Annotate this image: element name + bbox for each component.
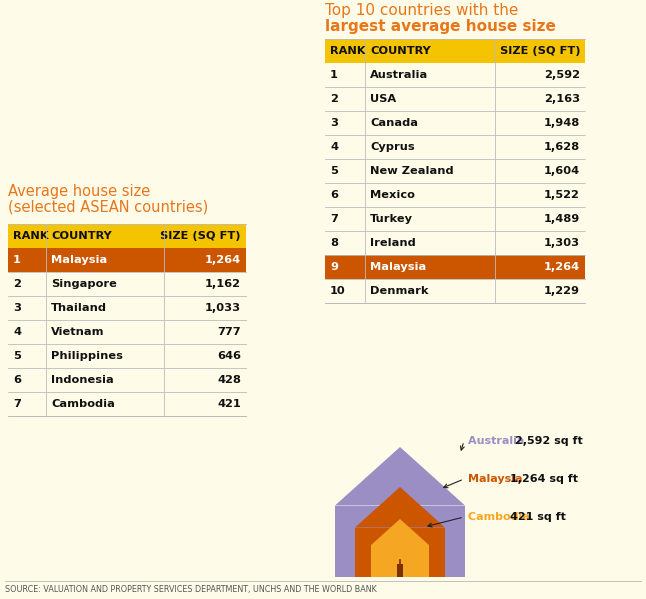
Text: 1,229: 1,229 bbox=[544, 286, 580, 296]
Text: Cambodia: Cambodia bbox=[51, 399, 115, 409]
Bar bbox=[8, 368, 246, 392]
Bar bbox=[335, 506, 465, 577]
Text: 7: 7 bbox=[330, 214, 338, 224]
Bar bbox=[8, 296, 246, 320]
Text: Thailand: Thailand bbox=[51, 303, 107, 313]
Bar bbox=[325, 183, 585, 207]
Text: 1,264: 1,264 bbox=[205, 255, 241, 265]
Text: Cyprus: Cyprus bbox=[370, 142, 415, 152]
Polygon shape bbox=[355, 487, 445, 528]
Bar bbox=[325, 63, 585, 87]
Text: 4: 4 bbox=[330, 142, 338, 152]
Text: 1,303: 1,303 bbox=[544, 238, 580, 248]
Text: 1,489: 1,489 bbox=[544, 214, 580, 224]
Bar bbox=[371, 545, 429, 577]
Bar bbox=[325, 207, 585, 231]
Text: 646: 646 bbox=[217, 351, 241, 361]
Text: Malaysia: Malaysia bbox=[370, 262, 426, 272]
Bar bbox=[8, 344, 246, 368]
Text: Turkey: Turkey bbox=[370, 214, 413, 224]
Text: 1,628: 1,628 bbox=[544, 142, 580, 152]
Text: COUNTRY: COUNTRY bbox=[370, 46, 431, 56]
Text: 1,033: 1,033 bbox=[205, 303, 241, 313]
Text: 421: 421 bbox=[217, 399, 241, 409]
Text: Australia: Australia bbox=[370, 70, 428, 80]
Text: 5: 5 bbox=[13, 351, 21, 361]
Bar bbox=[355, 528, 445, 577]
Text: 5: 5 bbox=[330, 166, 338, 176]
Bar bbox=[397, 564, 404, 577]
Text: 1,264 sq ft: 1,264 sq ft bbox=[510, 474, 578, 484]
Text: 10: 10 bbox=[330, 286, 346, 296]
Bar bbox=[325, 255, 585, 279]
Text: 777: 777 bbox=[217, 327, 241, 337]
Text: 1,162: 1,162 bbox=[205, 279, 241, 289]
Bar bbox=[325, 87, 585, 111]
Text: 9: 9 bbox=[330, 262, 338, 272]
Text: 2,592: 2,592 bbox=[544, 70, 580, 80]
Bar bbox=[8, 224, 246, 248]
Text: 1,604: 1,604 bbox=[544, 166, 580, 176]
Bar bbox=[8, 272, 246, 296]
Text: largest average house size: largest average house size bbox=[325, 19, 556, 34]
Text: Philippines: Philippines bbox=[51, 351, 123, 361]
Bar bbox=[325, 279, 585, 303]
Text: 2,592 sq ft: 2,592 sq ft bbox=[515, 436, 583, 446]
Text: COUNTRY: COUNTRY bbox=[51, 231, 112, 241]
Text: Australia: Australia bbox=[468, 436, 528, 446]
Polygon shape bbox=[371, 519, 429, 545]
Text: New Zealand: New Zealand bbox=[370, 166, 453, 176]
Text: USA: USA bbox=[370, 94, 396, 104]
Text: Indonesia: Indonesia bbox=[51, 375, 114, 385]
Text: 1: 1 bbox=[330, 70, 338, 80]
Text: Vietnam: Vietnam bbox=[51, 327, 105, 337]
Text: Cambodia: Cambodia bbox=[468, 512, 534, 522]
Text: 7: 7 bbox=[13, 399, 21, 409]
Text: 2,163: 2,163 bbox=[544, 94, 580, 104]
Text: Average house size: Average house size bbox=[8, 184, 151, 199]
Text: 1,264: 1,264 bbox=[544, 262, 580, 272]
Text: Mexico: Mexico bbox=[370, 190, 415, 200]
Bar bbox=[8, 248, 246, 272]
Text: Ireland: Ireland bbox=[370, 238, 416, 248]
Bar bbox=[325, 111, 585, 135]
Bar bbox=[8, 392, 246, 416]
Bar bbox=[325, 39, 585, 63]
Text: 6: 6 bbox=[330, 190, 338, 200]
Text: 428: 428 bbox=[217, 375, 241, 385]
Text: RANK: RANK bbox=[330, 46, 366, 56]
Text: SIZE (SQ FT): SIZE (SQ FT) bbox=[499, 46, 580, 56]
Text: 3: 3 bbox=[13, 303, 21, 313]
Text: Canada: Canada bbox=[370, 118, 418, 128]
Text: Singapore: Singapore bbox=[51, 279, 117, 289]
Text: 1,522: 1,522 bbox=[544, 190, 580, 200]
Text: 2: 2 bbox=[330, 94, 338, 104]
Text: Malaysia: Malaysia bbox=[468, 474, 526, 484]
Text: Denmark: Denmark bbox=[370, 286, 428, 296]
Text: 421 sq ft: 421 sq ft bbox=[510, 512, 566, 522]
Text: Top 10 countries with the: Top 10 countries with the bbox=[325, 3, 518, 18]
Text: 3: 3 bbox=[330, 118, 338, 128]
Text: RANK: RANK bbox=[13, 231, 48, 241]
Text: 4: 4 bbox=[13, 327, 21, 337]
Bar bbox=[325, 159, 585, 183]
Text: 1: 1 bbox=[13, 255, 21, 265]
Polygon shape bbox=[335, 447, 465, 506]
Text: SOURCE: VALUATION AND PROPERTY SERVICES DEPARTMENT, UNCHS AND THE WORLD BANK: SOURCE: VALUATION AND PROPERTY SERVICES … bbox=[5, 585, 377, 594]
Text: 2: 2 bbox=[13, 279, 21, 289]
Bar bbox=[325, 135, 585, 159]
Text: (selected ASEAN countries): (selected ASEAN countries) bbox=[8, 199, 208, 214]
Text: 6: 6 bbox=[13, 375, 21, 385]
Bar bbox=[8, 320, 246, 344]
Text: SIZE (SQ FT): SIZE (SQ FT) bbox=[160, 231, 241, 241]
Text: 1,948: 1,948 bbox=[544, 118, 580, 128]
Text: Malaysia: Malaysia bbox=[51, 255, 107, 265]
Text: 8: 8 bbox=[330, 238, 338, 248]
Bar bbox=[325, 231, 585, 255]
